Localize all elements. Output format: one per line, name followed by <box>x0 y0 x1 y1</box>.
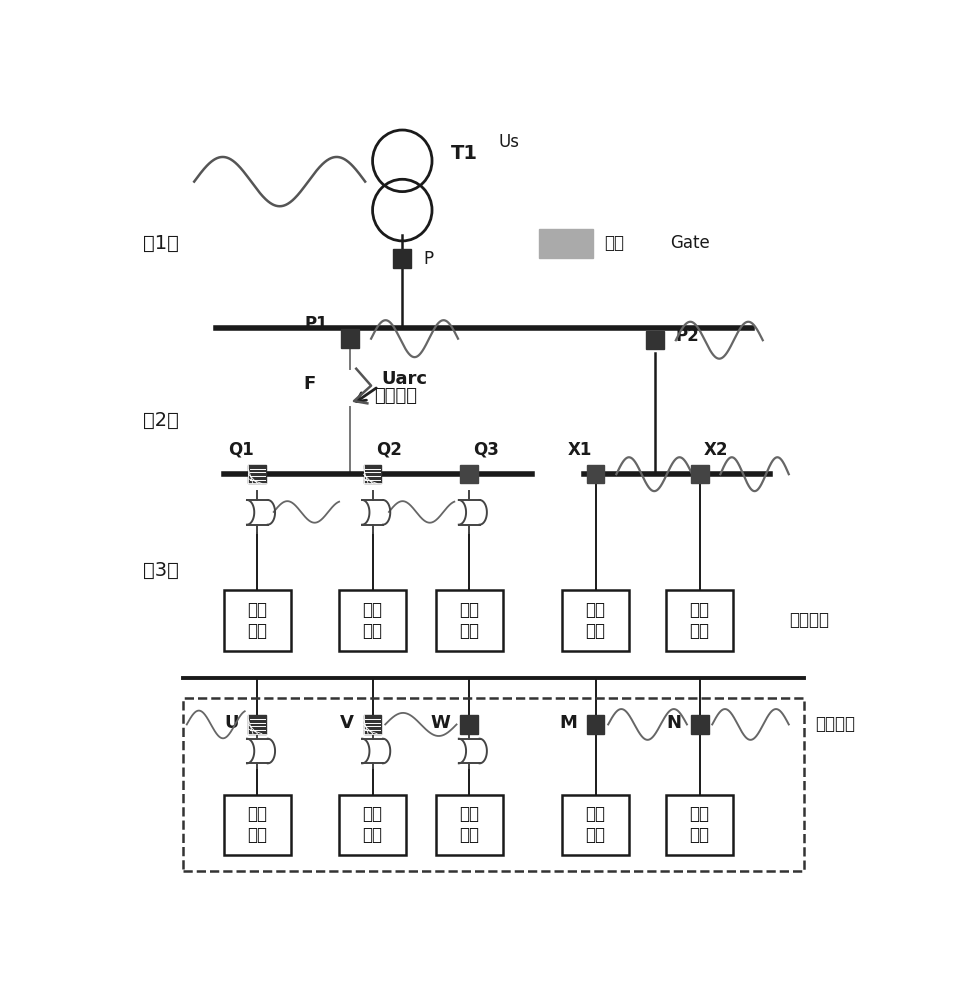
Text: 各类
负荷: 各类 负荷 <box>363 805 383 844</box>
Bar <box>393 249 411 268</box>
Bar <box>690 715 709 734</box>
Bar <box>363 715 382 734</box>
Bar <box>435 795 503 855</box>
Text: 用户
表箱: 用户 表箱 <box>363 601 383 640</box>
Text: Q1: Q1 <box>228 441 253 459</box>
Bar <box>646 331 664 349</box>
Text: Us: Us <box>499 133 520 151</box>
Bar <box>339 795 406 855</box>
Bar <box>690 465 709 483</box>
Bar <box>562 590 629 651</box>
Bar <box>587 715 604 734</box>
Bar <box>248 715 267 734</box>
Bar <box>339 590 406 651</box>
Bar <box>183 698 804 871</box>
Text: Q3: Q3 <box>473 441 499 459</box>
Bar <box>224 590 291 651</box>
Text: X1: X1 <box>568 441 592 459</box>
Bar <box>667 795 733 855</box>
Bar <box>667 590 733 651</box>
Text: V: V <box>340 714 354 732</box>
Text: P1: P1 <box>304 315 328 333</box>
Text: 表后系统: 表后系统 <box>815 715 854 733</box>
Text: 网关: 网关 <box>604 234 623 252</box>
Text: 并联电弧: 并联电弧 <box>374 387 417 405</box>
Bar <box>587 465 604 483</box>
Text: 各类
负荷: 各类 负荷 <box>459 805 480 844</box>
Text: 各类
负荷: 各类 负荷 <box>247 805 268 844</box>
Text: 第3级: 第3级 <box>143 561 178 580</box>
Bar <box>460 465 479 483</box>
Text: 第2级: 第2级 <box>143 411 178 430</box>
Text: Q2: Q2 <box>376 441 402 459</box>
Text: F: F <box>303 375 316 393</box>
Text: M: M <box>559 714 577 732</box>
Bar <box>562 795 629 855</box>
Text: Uarc: Uarc <box>382 370 428 388</box>
Text: N: N <box>666 714 681 732</box>
Text: T1: T1 <box>451 144 478 163</box>
Bar <box>341 329 360 348</box>
Text: P2: P2 <box>676 327 699 345</box>
Text: 各类
负荷: 各类 负荷 <box>690 805 710 844</box>
Text: U: U <box>224 714 239 732</box>
Bar <box>435 590 503 651</box>
Text: 表前系统: 表前系统 <box>788 611 829 630</box>
Text: 用户
表箱: 用户 表箱 <box>690 601 710 640</box>
Bar <box>539 229 593 258</box>
Text: X2: X2 <box>703 441 728 459</box>
Text: 用户
表箱: 用户 表箱 <box>586 601 605 640</box>
Bar <box>224 795 291 855</box>
Bar <box>363 465 382 483</box>
Bar <box>460 715 479 734</box>
Text: 第1级: 第1级 <box>143 234 178 253</box>
Text: 用户
表箱: 用户 表箱 <box>247 601 268 640</box>
Bar <box>248 465 267 483</box>
Text: Gate: Gate <box>670 234 711 252</box>
Text: 用户
表箱: 用户 表箱 <box>459 601 480 640</box>
Text: W: W <box>431 714 451 732</box>
Text: 各类
负荷: 各类 负荷 <box>586 805 605 844</box>
Text: P: P <box>423 250 433 268</box>
